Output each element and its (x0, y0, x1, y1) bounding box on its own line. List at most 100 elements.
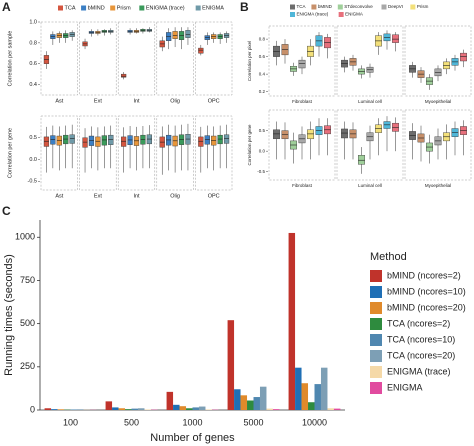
y-tick-label: 0.0 (259, 148, 266, 153)
facet-label: Luminal cell (358, 183, 382, 188)
x-tick-label: 1000 (182, 417, 202, 427)
panel-letter: B (240, 0, 249, 14)
legend-label: ENIGMA (trace) (297, 12, 329, 17)
bar (320, 367, 328, 410)
legend-swatch (381, 4, 387, 10)
y-tick-label: 0 (30, 404, 35, 414)
box (101, 135, 107, 146)
bar (205, 409, 212, 410)
facet-panel (117, 21, 156, 96)
legend-swatch (337, 4, 343, 10)
x-tick-label: 10000 (302, 417, 327, 427)
box (63, 134, 69, 145)
legend-swatch (311, 4, 317, 10)
facet-panel (404, 109, 472, 181)
box (341, 128, 348, 139)
facet-panel (156, 21, 194, 96)
bar (253, 397, 260, 410)
facet-label: Ast (55, 98, 63, 104)
legend-label: ENIGMA (345, 12, 363, 17)
y-axis-label: Correlation per gene (247, 124, 252, 166)
facet-panel (117, 115, 156, 191)
x-tick-label: 5000 (243, 417, 263, 427)
facet-panel (40, 21, 78, 96)
legend-label: TCA (65, 5, 76, 11)
legend-swatch (370, 366, 382, 378)
y-tick-label: 500 (20, 318, 35, 328)
legend-label: bMIND (ncores=10) (387, 286, 466, 296)
box (298, 59, 306, 69)
bar (131, 408, 138, 410)
box (392, 34, 399, 43)
box (50, 135, 56, 145)
bar (301, 383, 309, 410)
facet-label: Olig (170, 193, 180, 199)
legend-label: TCA (ncores=2) (387, 318, 450, 328)
bar (137, 408, 145, 410)
legend-swatch (370, 302, 382, 314)
x-axis-label: Number of genes (150, 432, 235, 444)
facet-panel (404, 25, 472, 97)
legend-label: Prism (117, 5, 131, 11)
bar (44, 408, 52, 410)
y-tick-label: 250 (20, 361, 35, 371)
bar (144, 409, 151, 410)
bar (57, 409, 65, 410)
y-tick-label: 0.2 (259, 89, 266, 94)
legend-swatch (370, 382, 382, 394)
y-tick-label: 1.0 (29, 19, 37, 25)
bar (76, 409, 84, 410)
box (172, 31, 178, 39)
box (95, 136, 101, 147)
legend-label: bMIND (ncores=2) (387, 270, 461, 280)
box (88, 135, 95, 146)
bar (314, 384, 321, 410)
legend-label: TCA (297, 4, 306, 9)
y-tick-label: 0.8 (29, 40, 37, 46)
y-axis-label: Correlation per sample (7, 31, 13, 87)
y-tick-label: -0.5 (28, 179, 37, 185)
legend-label: ENIGMA (202, 5, 224, 11)
facet-panel (336, 109, 404, 181)
legend-label: Prism (417, 4, 429, 9)
bar (247, 400, 254, 410)
legend-swatch (110, 5, 116, 11)
bar (227, 320, 235, 410)
bar (259, 386, 267, 410)
facet-label: OPC (208, 193, 220, 199)
legend-swatch (370, 286, 382, 298)
bar (112, 407, 119, 410)
facet-label: Int (133, 98, 140, 104)
bar (166, 391, 174, 410)
y-tick-label: 0.8 (259, 36, 266, 41)
facet-panel (40, 115, 78, 191)
box (204, 135, 210, 145)
bar (327, 408, 334, 410)
facet-label: Olig (170, 98, 180, 104)
bar (295, 367, 302, 410)
y-axis-label: Correlation per gene (7, 128, 13, 178)
box (82, 137, 88, 148)
box (217, 134, 223, 145)
legend-swatch (410, 4, 416, 10)
bar (240, 395, 248, 410)
legend-swatch (290, 12, 295, 17)
legend-swatch (81, 5, 87, 11)
bar (125, 409, 132, 410)
box (121, 73, 127, 78)
box (223, 134, 230, 144)
box (273, 129, 280, 140)
box (108, 134, 114, 145)
y-tick-label: 0.0 (29, 157, 37, 163)
y-tick-label: 0.6 (29, 61, 37, 67)
y-tick-label: 0.4 (259, 71, 266, 76)
box (307, 129, 314, 140)
facet-label: Myoepithelial (425, 183, 451, 188)
bar (179, 406, 187, 410)
bar (266, 408, 273, 410)
facet-label: Ext (94, 98, 102, 104)
bar (51, 409, 58, 410)
legend-swatch (290, 4, 295, 10)
legend-label: bMIND (318, 4, 333, 9)
facet-panel (79, 21, 117, 96)
